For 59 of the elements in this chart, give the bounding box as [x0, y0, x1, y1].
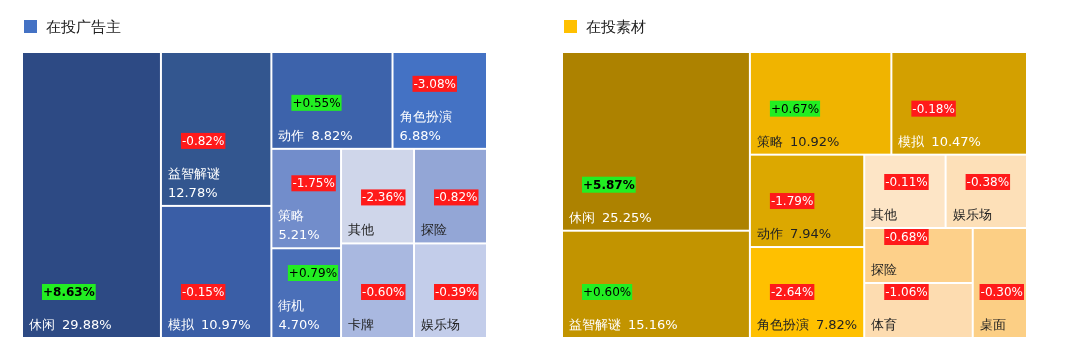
- category-label: 策略: [278, 208, 305, 224]
- data-label: 15.16%: [628, 317, 678, 332]
- data-label: 4.70%: [278, 317, 320, 332]
- text: -2.36%: [362, 190, 405, 205]
- text: +0.67%: [770, 101, 820, 116]
- data-label: 7.82%: [815, 317, 858, 332]
- category-label: 娱乐场: [421, 317, 461, 332]
- text: -0.38%: [966, 175, 1010, 189]
- category-label: 模拟: [898, 133, 926, 149]
- category-label: 休闲: [29, 317, 55, 332]
- data-label: 6.88%: [399, 127, 441, 143]
- text: +0.55%: [292, 95, 341, 110]
- text: -0.60%: [362, 285, 405, 299]
- category-label: 体育: [871, 317, 898, 332]
- category-label: 桌面: [979, 317, 1006, 332]
- data-label: 7.94%: [789, 226, 832, 242]
- text: -0.82%: [181, 133, 225, 148]
- category-label: 卡牌: [348, 317, 375, 332]
- text: -0.30%: [980, 285, 1023, 299]
- text: -0.11%: [885, 175, 928, 189]
- category-label: 策略: [756, 133, 783, 149]
- data-label: 25.25%: [602, 209, 652, 225]
- data-label: 29.88%: [62, 317, 112, 332]
- category-label: 动作: [278, 127, 305, 143]
- text: +5.87%: [583, 177, 635, 192]
- text: -3.08%: [413, 76, 456, 91]
- category-label: 益智解谜: [167, 165, 220, 181]
- data-label: 8.82%: [311, 127, 353, 143]
- text: -0.39%: [435, 285, 478, 299]
- text: +8.63%: [43, 285, 95, 299]
- text: -2.64%: [770, 285, 814, 299]
- text: 在投广告主: [46, 18, 121, 36]
- category-label: 动作: [756, 226, 783, 242]
- category-label: 娱乐场: [952, 207, 992, 222]
- text: -0.68%: [885, 230, 928, 244]
- category-label: 探险: [421, 222, 448, 238]
- data-label: 12.78%: [167, 184, 218, 200]
- text: +0.79%: [288, 266, 338, 280]
- text: -1.79%: [770, 194, 814, 209]
- text: 在投素材: [586, 18, 646, 36]
- text: -0.18%: [912, 101, 955, 116]
- text: -0.15%: [181, 285, 225, 299]
- category-label: 探险: [871, 262, 898, 277]
- data-label: 10.92%: [789, 133, 840, 149]
- category-label: 其他: [348, 222, 375, 238]
- text: -1.75%: [292, 176, 335, 191]
- category-label: 益智解谜: [569, 317, 621, 332]
- category-label: 角色扮演: [399, 108, 452, 124]
- category-label: 休闲: [569, 209, 595, 225]
- category-label: 角色扮演: [756, 317, 809, 332]
- category-label: 街机: [278, 298, 305, 313]
- category-label: 其他: [871, 207, 898, 222]
- text: +0.60%: [583, 285, 632, 299]
- data-label: 5.21%: [278, 227, 320, 243]
- data-label: 10.47%: [931, 133, 981, 149]
- category-label: 模拟: [167, 317, 195, 332]
- text: -0.82%: [435, 190, 478, 205]
- text: -1.06%: [885, 285, 928, 299]
- data-label: 10.97%: [200, 317, 251, 332]
